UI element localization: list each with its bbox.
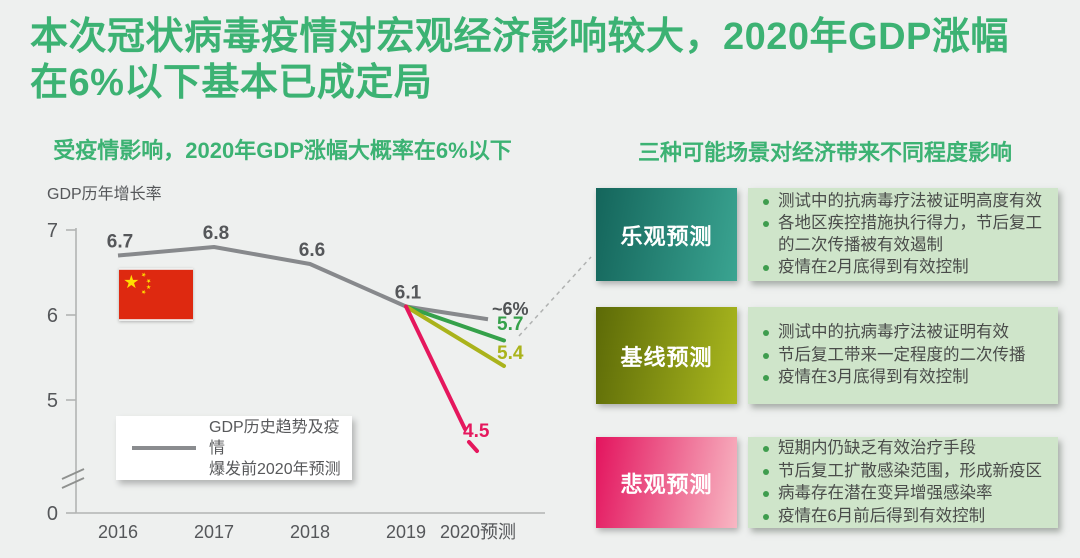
bullet-dot-icon bbox=[763, 491, 769, 497]
scenario-label-1: 乐观预测 bbox=[596, 188, 737, 281]
bullet-dot-icon bbox=[763, 265, 769, 271]
svg-text:5.4: 5.4 bbox=[497, 343, 524, 364]
axis-break bbox=[61, 468, 85, 480]
scenario-bullets-2: 测试中的抗病毒疗法被证明有效 节后复工带来一定程度的二次传播 疫情在3月底得到有效控… bbox=[756, 321, 1026, 390]
legend-label-line1: GDP历史趋势及疫情 bbox=[209, 418, 340, 457]
legend-label: GDP历史趋势及疫情爆发前2020年预测 bbox=[209, 417, 344, 480]
bullet-item: 疫情在2月底得到有效控制 bbox=[756, 257, 1050, 279]
bullet-item: 测试中的抗病毒疗法被证明高度有效 bbox=[756, 191, 1050, 213]
svg-text:6.7: 6.7 bbox=[107, 232, 133, 253]
pessimistic-line bbox=[404, 304, 467, 431]
bullet-dot-icon bbox=[763, 513, 769, 520]
svg-text:6.8: 6.8 bbox=[203, 223, 229, 244]
svg-text:5: 5 bbox=[47, 390, 58, 412]
history-line bbox=[117, 245, 489, 322]
bullet-dot-icon bbox=[763, 468, 769, 475]
bullet-item: 疫情在3月底得到有效控制 bbox=[756, 367, 1026, 389]
svg-text:2019: 2019 bbox=[386, 522, 426, 542]
svg-text:6: 6 bbox=[47, 305, 58, 327]
bullet-item: 节后复工带来一定程度的二次传播 bbox=[756, 345, 1026, 367]
bullet-item: 各地区疾控措施执行得力，节后复工的二次传播被有效遏制 bbox=[756, 213, 1050, 256]
baseline-line bbox=[404, 304, 506, 368]
svg-text:0: 0 bbox=[47, 503, 58, 525]
scenario-label-2: 基线预测 bbox=[596, 307, 737, 404]
bullet-dot-icon bbox=[763, 330, 769, 337]
svg-text:6.1: 6.1 bbox=[395, 283, 422, 304]
scenario-row-pessimistic: 悲观预测 短期内仍缺乏有效治疗手段 节后复工扩散感染范围，形成新疫区 病毒存在潜在变… bbox=[596, 437, 1060, 528]
bullet-dot-icon bbox=[763, 446, 769, 452]
svg-text:6.6: 6.6 bbox=[299, 240, 325, 261]
svg-text:2020预测: 2020预测 bbox=[440, 522, 516, 542]
pessimistic-line-tail bbox=[467, 440, 479, 453]
bullet-item: 节后复工扩散感染范围，形成新疫区 bbox=[756, 461, 1042, 483]
scenario-panel-3: 短期内仍缺乏有效治疗手段 节后复工扩散感染范围，形成新疫区 病毒存在潜在变异增强感染… bbox=[748, 437, 1058, 528]
scenario-row-baseline: 基线预测 测试中的抗病毒疗法被证明有效 节后复工带来一定程度的二次传播 疫情在3月底… bbox=[596, 307, 1060, 404]
svg-text:4.5: 4.5 bbox=[463, 421, 490, 442]
svg-text:2016: 2016 bbox=[98, 522, 138, 542]
bullet-dot-icon bbox=[763, 221, 769, 227]
legend-line-swatch bbox=[132, 446, 196, 450]
chart-legend: GDP历史趋势及疫情爆发前2020年预测 bbox=[116, 416, 352, 480]
legend-label-line2: 爆发前2020年预测 bbox=[209, 460, 341, 478]
page-title: 本次冠状病毒疫情对宏观经济影响较大，2020年GDP涨幅 在6%以下基本已成定局 bbox=[30, 14, 1050, 107]
bullet-dot-icon bbox=[763, 198, 769, 205]
bullet-dot-icon bbox=[763, 375, 769, 382]
scenario-bullets-1: 测试中的抗病毒疗法被证明高度有效 各地区疾控措施执行得力，节后复工的二次传播被有效… bbox=[756, 190, 1050, 280]
scenario-bullets-3: 短期内仍缺乏有效治疗手段 节后复工扩散感染范围，形成新疫区 病毒存在潜在变异增强感染… bbox=[756, 437, 1042, 528]
bullet-item: 疫情在6月前后得到有效控制 bbox=[756, 506, 1042, 528]
bullet-item: 短期内仍缺乏有效治疗手段 bbox=[756, 438, 1042, 460]
svg-text:5.7: 5.7 bbox=[497, 314, 523, 335]
bullet-dot-icon bbox=[763, 352, 769, 359]
scenario-label-3: 悲观预测 bbox=[596, 437, 737, 528]
page-title-line1: 本次冠状病毒疫情对宏观经济影响较大，2020年GDP涨幅 bbox=[30, 16, 1009, 58]
chart-section-heading: 受疫情影响，2020年GDP涨幅大概率在6%以下 bbox=[53, 138, 512, 163]
svg-text:2017: 2017 bbox=[194, 522, 234, 542]
flag-field bbox=[119, 269, 193, 320]
bullet-item: 测试中的抗病毒疗法被证明有效 bbox=[756, 322, 1026, 344]
scenario-panel-1: 测试中的抗病毒疗法被证明高度有效 各地区疾控措施执行得力，节后复工的二次传播被有效… bbox=[748, 188, 1058, 281]
scenario-panel-2: 测试中的抗病毒疗法被证明有效 节后复工带来一定程度的二次传播 疫情在3月底得到有效控… bbox=[748, 307, 1058, 404]
bullet-item: 病毒存在潜在变异增强感染率 bbox=[756, 483, 1042, 505]
svg-text:7: 7 bbox=[47, 220, 58, 242]
svg-text:2018: 2018 bbox=[290, 522, 330, 542]
scenarios-section-heading: 三种可能场景对经济带来不同程度影响 bbox=[637, 140, 1012, 165]
connector-dashed-line bbox=[518, 256, 592, 337]
optimistic-line bbox=[404, 304, 506, 343]
page-title-line2: 在6%以下基本已成定局 bbox=[30, 62, 433, 105]
china-flag bbox=[119, 268, 193, 321]
svg-text:~6%: ~6% bbox=[492, 299, 529, 319]
scenario-row-optimistic: 乐观预测 测试中的抗病毒疗法被证明高度有效 各地区疾控措施执行得力，节后复工的二次… bbox=[596, 188, 1060, 281]
chart-axis-title: GDP历年增长率 bbox=[47, 186, 162, 203]
axis-break bbox=[61, 477, 85, 489]
